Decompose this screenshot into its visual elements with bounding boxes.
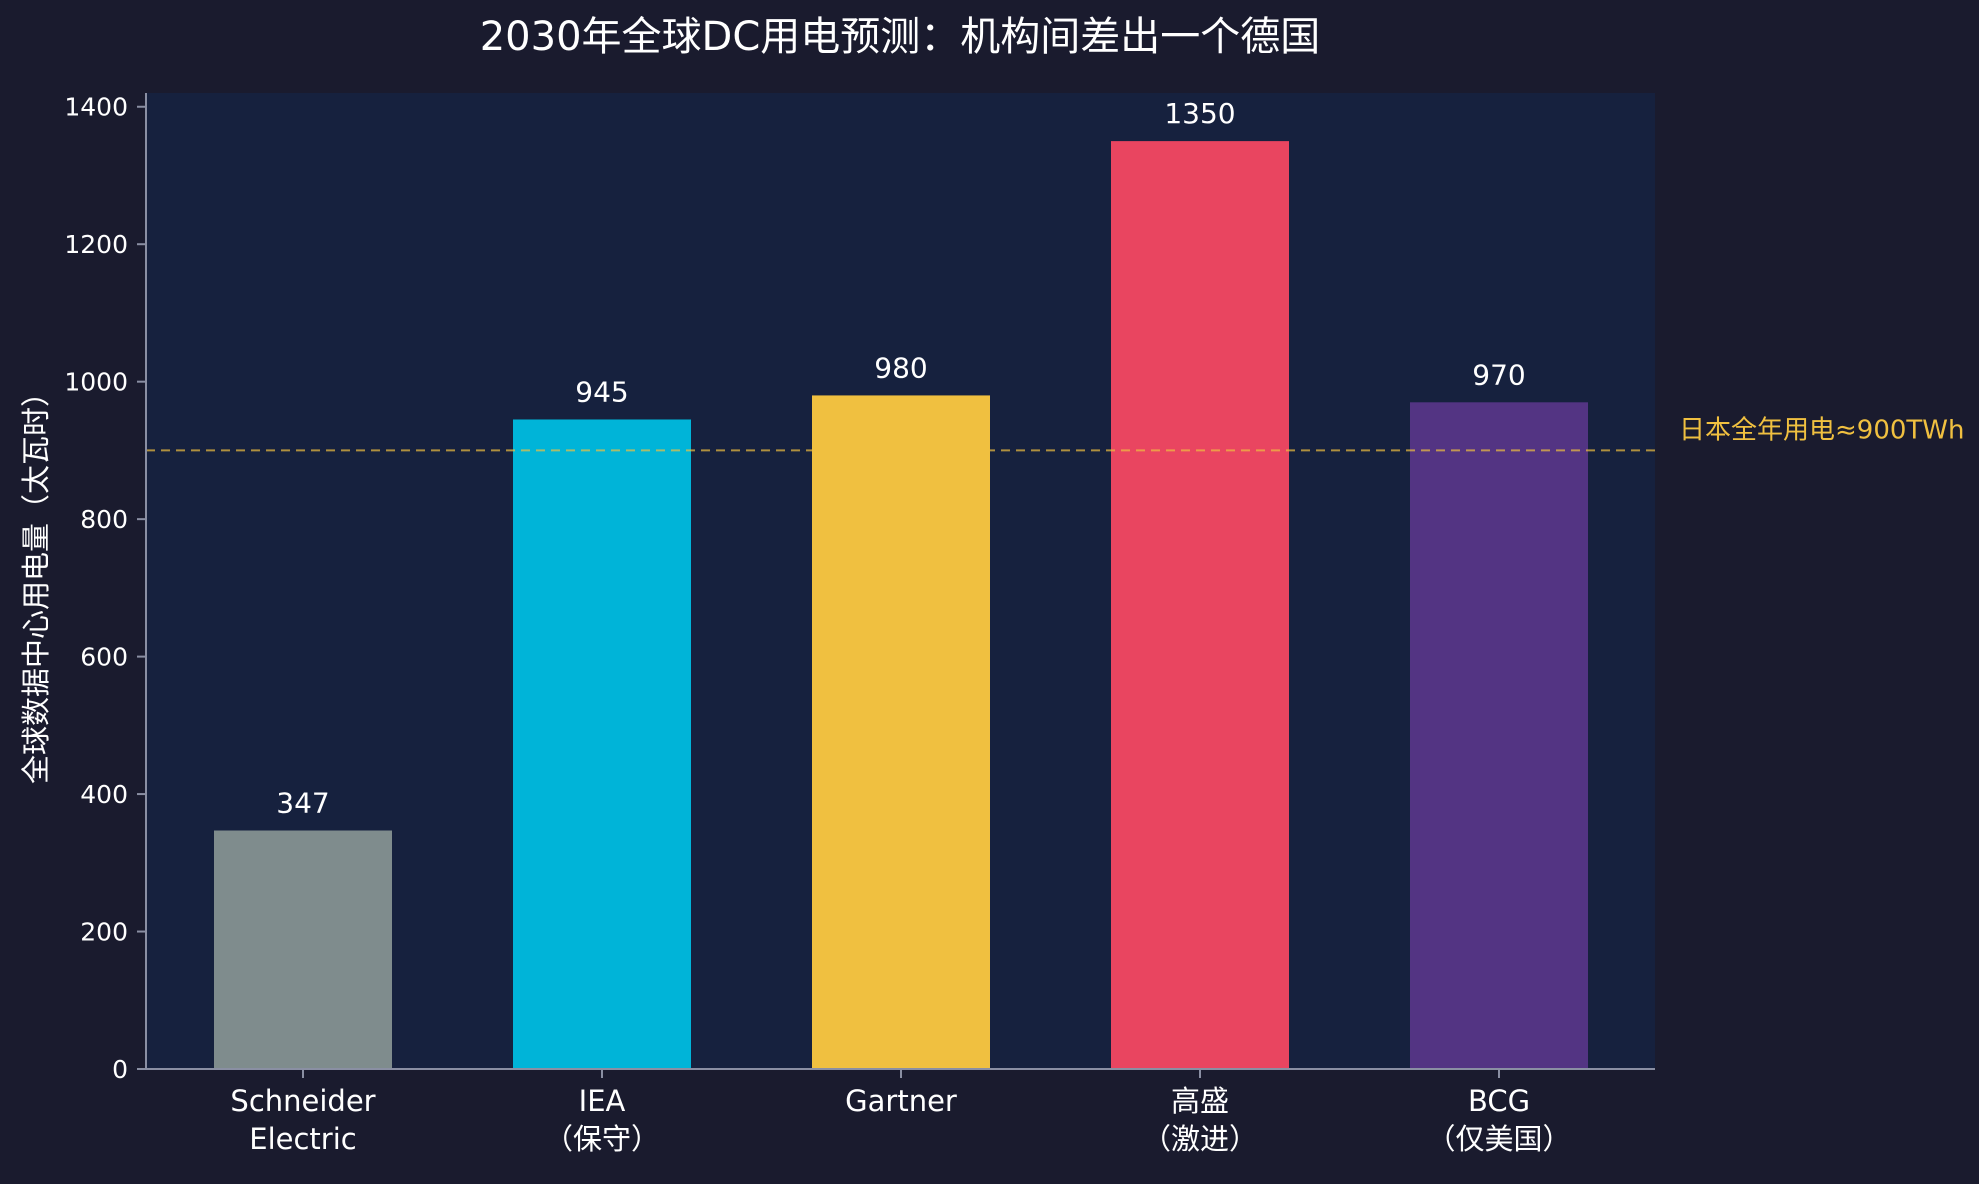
y-tick-label-0: 0 xyxy=(112,1055,128,1084)
x-tick-label-4-1: （仅美国） xyxy=(1426,1122,1571,1156)
x-tick-label-3-1: （激进） xyxy=(1142,1122,1258,1156)
bars-group: 347 945 980 1350 970 xyxy=(214,97,1588,1069)
y-tick-label-4: 800 xyxy=(80,505,128,534)
chart-title: 2030年全球DC用电预测：机构间差出一个德国 xyxy=(480,14,1321,60)
bar-value-label-2: 980 xyxy=(874,351,927,384)
bar-1 xyxy=(513,419,691,1069)
x-tick-label-1-1: （保守） xyxy=(544,1122,660,1156)
bar-value-label-1: 945 xyxy=(575,375,628,408)
bar-value-label-3: 1350 xyxy=(1164,97,1235,130)
x-tick-label-4-0: BCG xyxy=(1468,1084,1530,1118)
axes-group: 0 200 400 600 800 1000 1200 1400 Schneider Electr… xyxy=(64,93,1655,1156)
bar-0 xyxy=(214,830,392,1069)
x-tick-label-2-0: Gartner xyxy=(845,1084,957,1118)
y-tick-label-2: 400 xyxy=(80,780,128,809)
x-tick-label-3-0: 高盛 xyxy=(1171,1084,1229,1118)
y-tick-label-3: 600 xyxy=(80,643,128,672)
bar-value-label-4: 970 xyxy=(1472,358,1525,391)
reference-line-label: 日本全年用电≈900TWh xyxy=(1679,415,1964,445)
y-tick-label-7: 1400 xyxy=(64,93,128,122)
reference-line-group: 日本全年用电≈900TWh xyxy=(146,415,1964,452)
y-axis-label: 全球数据中心用电量（太瓦时） xyxy=(19,378,53,784)
bar-4 xyxy=(1410,402,1588,1069)
y-tick-label-5: 1000 xyxy=(64,368,128,397)
y-tick-label-1: 200 xyxy=(80,918,128,947)
bar-value-label-0: 347 xyxy=(276,786,329,819)
y-tick-label-6: 1200 xyxy=(64,230,128,259)
bar-2 xyxy=(812,395,990,1069)
x-tick-label-1-0: IEA xyxy=(579,1084,626,1118)
x-tick-label-0-1: Electric xyxy=(249,1122,356,1156)
x-tick-label-0-0: Schneider xyxy=(230,1084,375,1118)
bar-3 xyxy=(1111,141,1289,1069)
